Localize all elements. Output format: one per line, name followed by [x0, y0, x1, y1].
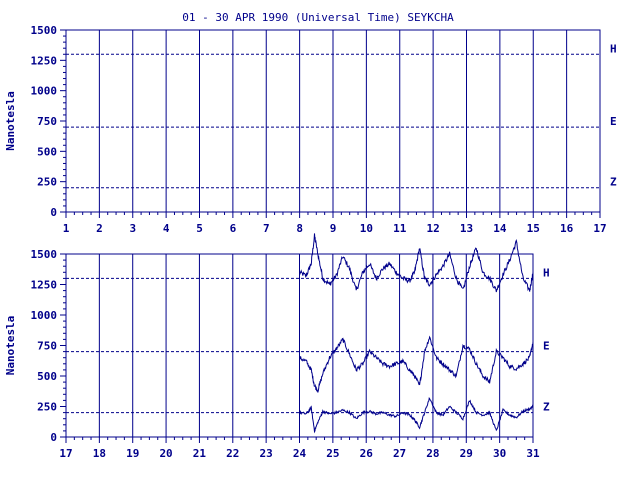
panel-bottom: 0 250 500 750 1000 1250 1500 17 18 19 20 21 22 23 24 25… [4, 233, 550, 460]
x-tick-label: 7 [263, 222, 270, 235]
x-tick-label: 28 [426, 447, 439, 460]
x-tick-label: 30 [493, 447, 506, 460]
x-tick-label: 25 [326, 447, 339, 460]
y-tick-label: 0 [50, 206, 57, 219]
x-tick-label: 9 [330, 222, 337, 235]
y-tick-label: 1250 [31, 54, 58, 67]
x-tick-label: 23 [260, 447, 273, 460]
x-tick-label: 17 [59, 447, 72, 460]
y-tick-label: 1500 [31, 24, 58, 37]
x-tick-label: 19 [126, 447, 139, 460]
x-tick-label: 20 [159, 447, 172, 460]
component-label-h: H [610, 42, 617, 55]
x-tick-label: 1 [63, 222, 70, 235]
x-tick-label: 13 [460, 222, 473, 235]
component-label-z: Z [610, 176, 617, 189]
y-tick-label: 250 [37, 401, 57, 414]
x-tick-label: 4 [163, 222, 170, 235]
x-tick-label: 6 [230, 222, 237, 235]
x-tick-label: 15 [527, 222, 540, 235]
y-tick-label: 1000 [31, 85, 58, 98]
x-tick-label: 5 [196, 222, 203, 235]
x-tick-label: 8 [296, 222, 303, 235]
y-tick-label: 750 [37, 115, 57, 128]
component-label-z: Z [543, 401, 550, 414]
y-tick-label: 750 [37, 340, 57, 353]
y-tick-label: 0 [50, 431, 57, 444]
x-tick-label: 11 [393, 222, 407, 235]
y-axis-title: Nanotesla [4, 91, 17, 151]
x-tick-label: 18 [93, 447, 106, 460]
chart-title: 01 - 30 APR 1990 (Universal Time) SEYKCH… [182, 11, 454, 24]
component-label-e: E [610, 115, 617, 128]
x-tick-label: 14 [493, 222, 507, 235]
x-tick-label: 16 [560, 222, 574, 235]
x-tick-label: 3 [129, 222, 136, 235]
y-tick-label: 1250 [31, 279, 58, 292]
x-tick-label: 21 [193, 447, 207, 460]
series-trace-1 [299, 335, 534, 393]
series-trace-0 [299, 233, 534, 293]
y-tick-label: 250 [37, 176, 57, 189]
x-tick-label: 17 [593, 222, 606, 235]
y-axis-title: Nanotesla [4, 316, 17, 376]
series-trace-2 [299, 396, 534, 434]
x-tick-label: 27 [393, 447, 406, 460]
y-tick-label: 1500 [31, 248, 58, 261]
x-tick-label: 29 [460, 447, 473, 460]
y-tick-label: 500 [37, 370, 57, 383]
component-label-e: E [543, 340, 550, 353]
component-label-h: H [543, 266, 550, 279]
x-tick-label: 10 [360, 222, 373, 235]
x-tick-label: 26 [360, 447, 374, 460]
x-tick-label: 2 [96, 222, 103, 235]
x-tick-label: 22 [226, 447, 239, 460]
x-tick-label: 31 [526, 447, 540, 460]
x-tick-label: 12 [427, 222, 440, 235]
x-tick-label: 24 [293, 447, 307, 460]
y-tick-label: 500 [37, 145, 57, 158]
y-tick-label: 1000 [31, 309, 58, 322]
